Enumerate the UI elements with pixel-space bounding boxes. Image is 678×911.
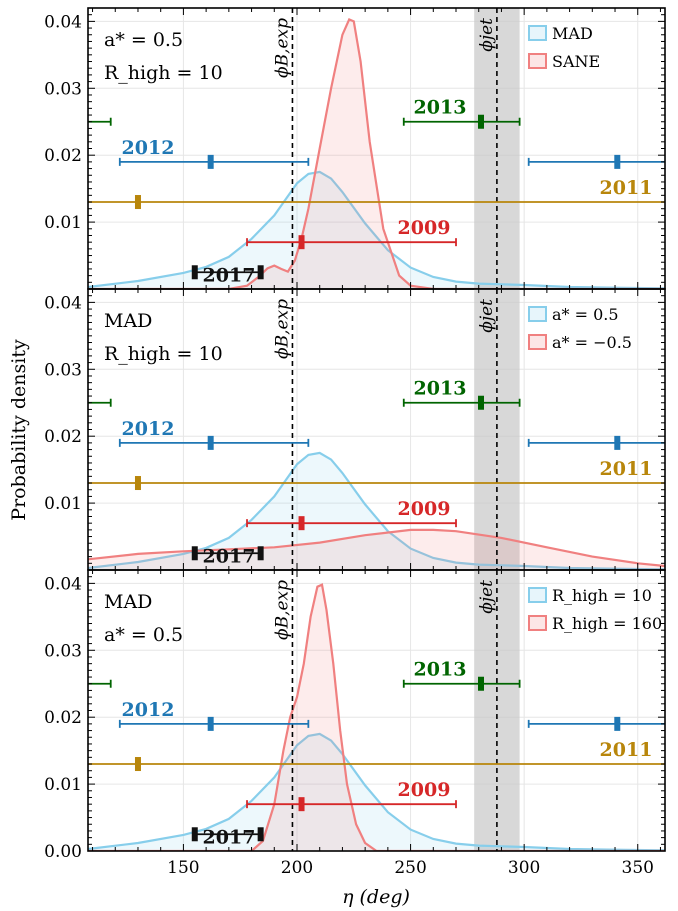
x-tick-label: 200: [281, 858, 313, 878]
y-tick-label: 0.01: [44, 494, 82, 514]
epoch-marker-2017: [191, 546, 198, 561]
epoch-label-2009: 2009: [398, 217, 451, 239]
legend-swatch-1: [528, 25, 547, 41]
vline-label-2: ϕjet: [477, 18, 497, 52]
legend-swatch-2: [528, 334, 547, 350]
legend-label-2: R_high = 160: [552, 614, 662, 633]
epoch-label-2013: 2013: [414, 97, 467, 119]
x-tick-label: 150: [167, 858, 199, 878]
y-tick-label: 0.03: [44, 360, 82, 380]
x-tick-label: 300: [508, 858, 540, 878]
epoch-label-2017: 2017: [203, 264, 256, 286]
legend-label-2: SANE: [552, 52, 600, 71]
epoch-label-2011: 2011: [600, 739, 653, 761]
epoch-marker-2013: [477, 676, 484, 691]
epoch-marker-2012: [614, 716, 621, 731]
series-line-1: [88, 451, 665, 570]
y-tick-label: 0.03: [44, 641, 82, 661]
epoch-label-2012: 2012: [122, 699, 175, 721]
y-tick-label: 0.01: [44, 775, 82, 795]
panel-annotation-2: a* = 0.5: [104, 624, 183, 646]
x-tick-label: 250: [394, 858, 426, 878]
panel-1: ϕB,exp ϕjet 2017 2009 2011 2012 2013 0.01 0.02 0.…: [44, 7, 666, 290]
vline-label-2: ϕjet: [477, 299, 497, 333]
legend-label-1: MAD: [552, 24, 593, 43]
epoch-label-2011: 2011: [600, 177, 653, 199]
epoch-label-2009: 2009: [398, 779, 451, 801]
legend-swatch-2: [528, 615, 547, 631]
epoch-marker-2013: [477, 395, 484, 410]
vline-label-1: ϕB,exp: [272, 18, 292, 78]
epoch-label-2009: 2009: [398, 498, 451, 520]
x-tick-label: 350: [622, 858, 654, 878]
y-tick-label: 0.00: [44, 842, 82, 862]
y-tick-label: 0.04: [44, 12, 82, 32]
epoch-marker-2012: [207, 435, 214, 450]
series-fill-1: [88, 452, 665, 570]
legend-swatch-1: [528, 587, 547, 603]
panel-annotation-1: MAD: [104, 591, 152, 613]
epoch-marker-2017: [257, 546, 264, 561]
epoch-marker-2017: [257, 265, 264, 280]
epoch-label-2017: 2017: [203, 545, 256, 567]
series-line-1: [88, 170, 665, 289]
series-fill-1: [88, 171, 665, 289]
epoch-marker-2012: [614, 154, 621, 169]
legend-label-2: a* = −0.5: [552, 333, 632, 352]
y-tick-label: 0.02: [44, 427, 82, 447]
y-tick-label: 0.04: [44, 293, 82, 313]
epoch-label-2013: 2013: [414, 378, 467, 400]
panel-annotation-1: MAD: [104, 310, 152, 332]
x-axis-label: η (deg): [342, 886, 410, 908]
panel-annotation-1: a* = 0.5: [104, 29, 183, 51]
series-fill-2: [88, 529, 665, 570]
panel-2: ϕB,exp ϕjet 2017 2009 2011 2012 2013 0.01 0.02 0.…: [44, 288, 666, 571]
panel-plot-area: [88, 289, 665, 570]
legend-swatch-2: [528, 53, 547, 69]
epoch-marker-2011: [134, 757, 141, 772]
epoch-marker-2009: [298, 235, 305, 250]
epoch-label-2012: 2012: [122, 137, 175, 159]
legend-label-1: a* = 0.5: [552, 305, 619, 324]
epoch-marker-2012: [207, 154, 214, 169]
epoch-marker-2011: [134, 195, 141, 210]
epoch-label-2012: 2012: [122, 418, 175, 440]
vline-label-1: ϕB,exp: [272, 299, 292, 359]
epoch-marker-2012: [614, 435, 621, 450]
epoch-marker-2017: [191, 265, 198, 280]
y-tick-label: 0.04: [44, 574, 82, 594]
y-tick-label: 0.02: [44, 146, 82, 166]
legend-label-1: R_high = 10: [552, 586, 652, 605]
panel-plot-area: [88, 8, 665, 289]
panel-annotation-2: R_high = 10: [104, 62, 223, 84]
epoch-marker-2013: [477, 114, 484, 129]
y-tick-label: 0.01: [44, 213, 82, 233]
series-line-2: [88, 528, 665, 568]
series-fill-2: [88, 19, 665, 289]
y-tick-label: 0.03: [44, 79, 82, 99]
epoch-marker-2017: [191, 827, 198, 842]
epoch-label-2011: 2011: [600, 458, 653, 480]
epoch-label-2013: 2013: [414, 659, 467, 681]
panel-annotation-2: R_high = 10: [104, 343, 223, 365]
epoch-marker-2012: [207, 716, 214, 731]
epoch-marker-2017: [257, 827, 264, 842]
epoch-label-2017: 2017: [203, 826, 256, 848]
y-tick-label: 0.02: [44, 708, 82, 728]
epoch-marker-2011: [134, 476, 141, 491]
epoch-marker-2009: [298, 797, 305, 812]
panel-plot-area: [88, 570, 665, 851]
panel-3: ϕB,exp ϕjet 2017 2009 2011 2012 2013 0.00 0.01 0.…: [44, 569, 666, 878]
series-fill-1: [88, 733, 665, 851]
y-axis-label: Probability density: [8, 339, 30, 521]
epoch-marker-2009: [298, 516, 305, 531]
series-line-2: [88, 17, 665, 289]
vline-label-1: ϕB,exp: [272, 580, 292, 640]
legend-swatch-1: [528, 306, 547, 322]
vline-label-2: ϕjet: [477, 580, 497, 614]
